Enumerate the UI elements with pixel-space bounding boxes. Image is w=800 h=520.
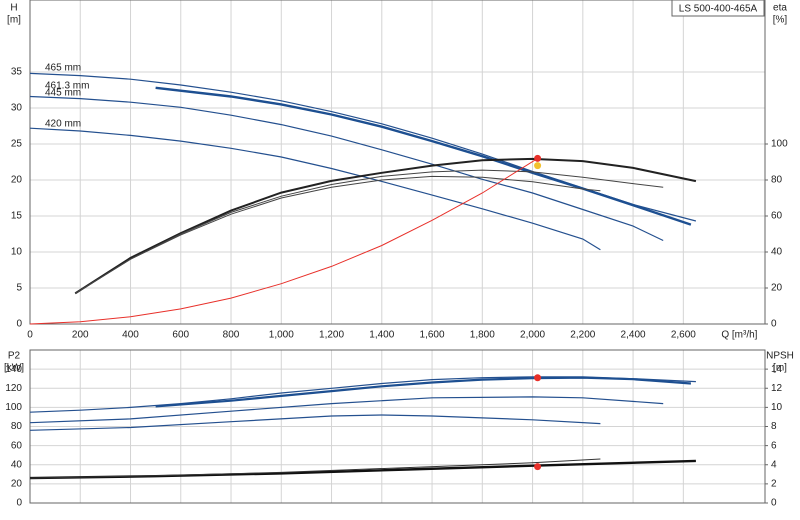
- curve: [74, 157, 697, 295]
- y2-tick-label: 0: [771, 319, 777, 330]
- x-tick-label: 0: [27, 330, 33, 341]
- curve: [29, 396, 664, 424]
- curve: [155, 376, 691, 408]
- y2-tick-label: 0: [771, 498, 777, 509]
- y-tick-label: 20: [11, 479, 23, 490]
- curve: [29, 95, 664, 242]
- y-tick-label: 35: [11, 67, 23, 78]
- curve: [29, 414, 601, 431]
- duty-point: [534, 154, 542, 162]
- curve: [29, 127, 601, 251]
- x-tick-label: 2,600: [671, 330, 696, 341]
- y-tick-label: 25: [11, 139, 23, 150]
- title-box: [671, 0, 765, 17]
- duty-point: [534, 463, 542, 471]
- y2-axis-label: eta: [773, 3, 787, 14]
- y2-tick-label: 4: [771, 459, 777, 470]
- duty-point: [534, 374, 542, 382]
- y-tick-label: 120: [5, 383, 22, 394]
- x-tick-label: 200: [72, 330, 89, 341]
- curve-label: 461.3 mm: [45, 81, 89, 92]
- y-tick-label: 30: [11, 103, 23, 114]
- y-tick-label: 10: [11, 247, 23, 258]
- y-axis-label: H: [10, 3, 17, 14]
- curve: [29, 157, 538, 325]
- curve-label: 465 mm: [45, 63, 81, 74]
- duty-point: [534, 162, 542, 170]
- y2-tick-label: 20: [771, 283, 783, 294]
- y2-tick-label: 40: [771, 247, 783, 258]
- curve: [74, 169, 664, 294]
- y2-axis-unit: [m]: [773, 363, 787, 374]
- x-axis-label: Q [m³/h]: [721, 330, 757, 341]
- y-axis-unit: [kW]: [4, 363, 24, 374]
- y2-tick-label: 10: [771, 402, 783, 413]
- y-tick-label: 40: [11, 459, 23, 470]
- x-tick-label: 1,200: [319, 330, 344, 341]
- x-tick-label: 1,600: [420, 330, 445, 341]
- y-tick-label: 60: [11, 440, 23, 451]
- x-tick-label: 1,800: [470, 330, 495, 341]
- y2-tick-label: 100: [771, 139, 788, 150]
- x-tick-label: 2,000: [520, 330, 545, 341]
- y-tick-label: 140: [5, 364, 22, 375]
- x-tick-label: 800: [223, 330, 240, 341]
- y-tick-label: 0: [16, 498, 22, 509]
- y2-tick-label: 12: [771, 383, 783, 394]
- y-tick-label: 20: [11, 175, 23, 186]
- y2-tick-label: 2: [771, 479, 777, 490]
- x-tick-label: 2,400: [621, 330, 646, 341]
- plot-frame: [29, 349, 766, 504]
- y-tick-label: 100: [5, 402, 22, 413]
- chart-title: LS 500-400-465A: [679, 4, 758, 15]
- y2-tick-label: 80: [771, 175, 783, 186]
- y-tick-label: 0: [16, 319, 22, 330]
- curve-label: 445 mm: [45, 88, 81, 99]
- y2-tick-label: 6: [771, 440, 777, 451]
- curve: [74, 175, 601, 294]
- x-tick-label: 1,400: [369, 330, 394, 341]
- curve: [29, 458, 601, 479]
- x-tick-label: 600: [172, 330, 189, 341]
- x-tick-label: 2,200: [570, 330, 595, 341]
- y-axis-label: P2: [8, 351, 21, 362]
- x-tick-label: 400: [122, 330, 139, 341]
- y-axis-unit: [m]: [7, 15, 21, 26]
- y2-tick-label: 14: [771, 364, 783, 375]
- curve: [29, 72, 697, 222]
- y2-tick-label: 60: [771, 211, 783, 222]
- plot-frame: [29, 0, 766, 325]
- y-tick-label: 15: [11, 211, 23, 222]
- curve-label: 420 mm: [45, 119, 81, 130]
- y2-axis-label: NPSH: [766, 351, 794, 362]
- y-tick-label: 80: [11, 421, 23, 432]
- y2-axis-unit: [%]: [773, 15, 788, 26]
- y-tick-label: 5: [16, 283, 22, 294]
- y2-tick-label: 8: [771, 421, 777, 432]
- curve: [155, 86, 692, 226]
- x-tick-label: 1,000: [269, 330, 294, 341]
